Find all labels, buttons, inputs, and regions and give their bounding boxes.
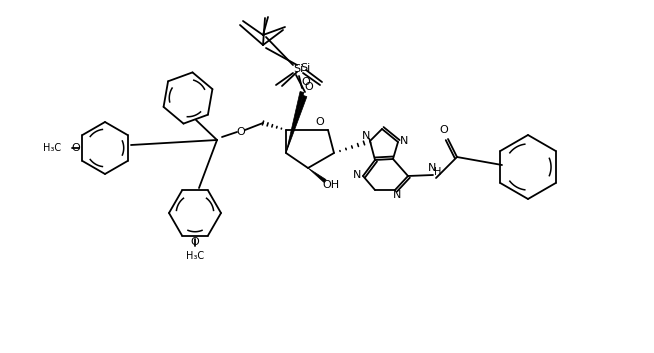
Text: O: O <box>439 125 449 135</box>
Text: O: O <box>301 77 311 87</box>
Text: N: N <box>362 131 370 141</box>
Text: N: N <box>400 136 408 146</box>
Text: OH: OH <box>322 180 339 190</box>
Text: H₃C: H₃C <box>186 251 204 261</box>
Text: N: N <box>353 170 361 180</box>
Text: H₃C: H₃C <box>43 143 61 153</box>
Text: N: N <box>428 163 436 173</box>
Text: O: O <box>316 117 324 127</box>
Text: N: N <box>393 190 401 200</box>
Text: Si: Si <box>293 64 303 74</box>
Text: O: O <box>237 127 245 137</box>
Text: H: H <box>434 167 441 177</box>
Polygon shape <box>286 91 304 153</box>
Text: Si: Si <box>300 63 310 73</box>
Polygon shape <box>308 168 326 183</box>
Text: O: O <box>190 237 199 247</box>
Polygon shape <box>286 95 307 153</box>
Text: O: O <box>305 82 313 92</box>
Text: O: O <box>72 143 80 153</box>
